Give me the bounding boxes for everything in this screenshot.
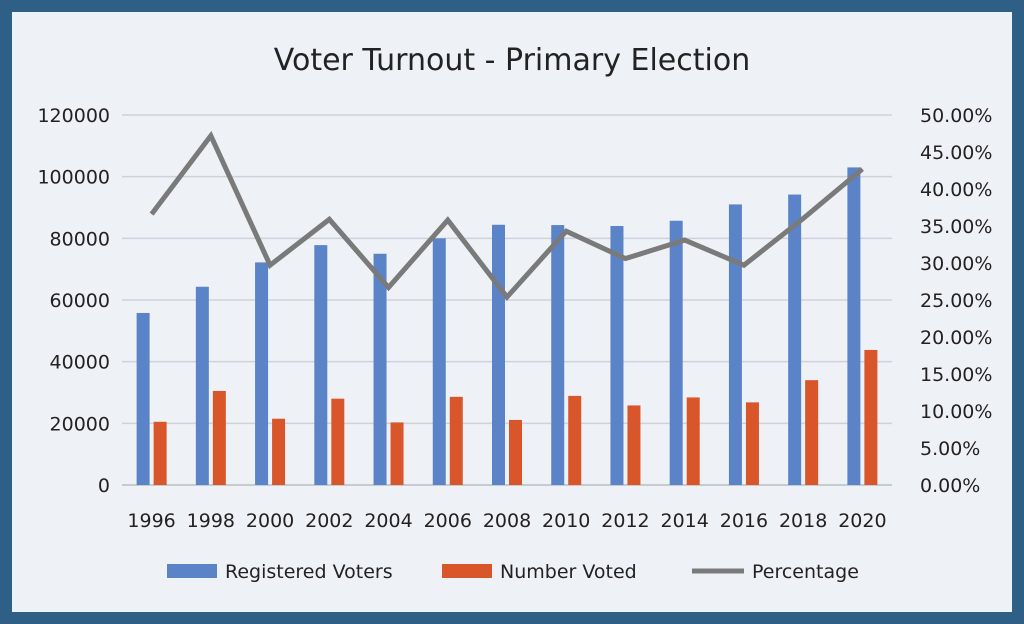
y2-tick-label: 25.00%: [920, 290, 992, 312]
bar-registered-voters: [373, 253, 387, 485]
bar-registered-voters: [847, 167, 861, 485]
chart-svg: Voter Turnout - Primary Election 0 20000 4…: [37, 43, 992, 583]
x-tick-label: 2012: [601, 510, 649, 532]
bar-number-voted: [509, 419, 522, 485]
y2-tick-label: 10.00%: [920, 401, 992, 423]
legend-label: Registered Voters: [225, 561, 393, 583]
x-tick-label: 2000: [246, 510, 294, 532]
x-tick-label: 1996: [127, 510, 175, 532]
y-tick-label: 100000: [37, 167, 110, 189]
legend-label: Number Voted: [500, 561, 637, 583]
bar-number-voted: [805, 380, 819, 485]
bar-registered-voters: [136, 312, 150, 485]
bar-registered-voters: [610, 226, 624, 485]
bar-registered-voters: [492, 224, 505, 485]
y2-tick-label: 40.00%: [920, 179, 992, 201]
x-tick-label: 2002: [305, 510, 353, 532]
x-tick-label: 2006: [424, 510, 472, 532]
y-tick-label: 60000: [50, 290, 110, 312]
y2-tick-label: 30.00%: [920, 253, 992, 275]
y2-tick-label: 15.00%: [920, 364, 992, 386]
y-tick-label: 20000: [50, 413, 110, 435]
bar-number-voted: [212, 390, 226, 485]
bars-layer: [136, 167, 878, 486]
series-line-percentage: [149, 130, 864, 301]
left-axis-ticks: 0 20000 40000 60000 80000 100000 120000: [37, 105, 110, 497]
bar-number-voted: [627, 405, 641, 485]
percentage-line-layer: [149, 130, 864, 301]
y-tick-label: 0: [98, 475, 110, 497]
legend-swatch: [442, 564, 492, 578]
x-axis-ticks: 1996 1998 2000 2002 2004 2006 2008 2010 2012 2014…: [127, 510, 886, 532]
bar-registered-voters: [788, 194, 802, 486]
x-tick-label: 2008: [483, 510, 531, 532]
x-tick-label: 1998: [187, 510, 235, 532]
y-tick-label: 120000: [37, 105, 110, 127]
bar-registered-voters: [314, 245, 328, 485]
bar-registered-voters: [551, 225, 565, 485]
legend-swatch: [167, 564, 217, 578]
y-tick-label: 40000: [50, 352, 110, 374]
right-axis-ticks: 0.00% 5.00% 10.00% 15.00% 20.00% 25.00% 30.00%…: [920, 105, 992, 497]
legend: Registered Voters Number Voted Percentage: [167, 561, 859, 583]
bar-registered-voters: [432, 238, 446, 485]
y-tick-label: 80000: [50, 228, 110, 250]
y2-tick-label: 0.00%: [920, 475, 980, 497]
bar-number-voted: [745, 402, 759, 485]
bar-number-voted: [449, 396, 463, 485]
legend-label: Percentage: [752, 561, 859, 583]
x-tick-label: 2016: [720, 510, 768, 532]
bar-registered-voters: [669, 220, 683, 485]
x-tick-label: 2004: [364, 510, 412, 532]
y2-tick-label: 50.00%: [920, 105, 992, 127]
bar-number-voted: [864, 349, 878, 485]
bar-number-voted: [390, 422, 404, 485]
x-tick-label: 2020: [838, 510, 886, 532]
x-tick-label: 2014: [661, 510, 709, 532]
chart-title: Voter Turnout - Primary Election: [274, 43, 750, 78]
x-tick-label: 2018: [779, 510, 827, 532]
bar-number-voted: [568, 395, 582, 485]
gridlines: [122, 114, 892, 486]
bar-number-voted: [686, 397, 700, 485]
y2-tick-label: 5.00%: [920, 438, 980, 460]
y2-tick-label: 20.00%: [920, 327, 992, 349]
bar-registered-voters: [195, 286, 209, 485]
bar-number-voted: [331, 398, 345, 485]
bar-number-voted: [153, 421, 167, 485]
y2-tick-label: 35.00%: [920, 216, 992, 238]
bar-registered-voters: [728, 204, 742, 485]
bar-registered-voters: [255, 262, 269, 485]
bar-number-voted: [272, 418, 286, 485]
x-tick-label: 2010: [542, 510, 590, 532]
y2-tick-label: 45.00%: [920, 142, 992, 164]
chart-frame: Voter Turnout - Primary Election 0 20000 4…: [12, 12, 1012, 612]
